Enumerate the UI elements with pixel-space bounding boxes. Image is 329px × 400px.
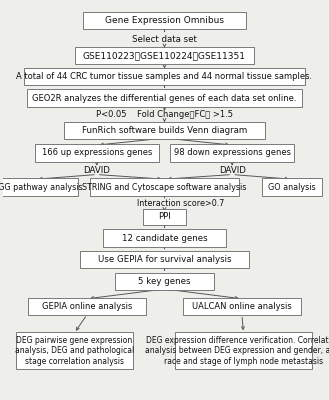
Text: DAVID: DAVID: [219, 166, 246, 175]
FancyBboxPatch shape: [80, 251, 249, 268]
Text: UALCAN online analysis: UALCAN online analysis: [192, 302, 292, 311]
Text: Use GEPIA for survival analysis: Use GEPIA for survival analysis: [98, 255, 231, 264]
FancyBboxPatch shape: [15, 332, 133, 369]
Text: GEO2R analyzes the differential genes of each data set online.: GEO2R analyzes the differential genes of…: [32, 94, 297, 102]
Text: 166 up expressions genes: 166 up expressions genes: [41, 148, 152, 158]
FancyBboxPatch shape: [143, 209, 186, 225]
FancyBboxPatch shape: [0, 178, 78, 196]
Text: DEG pairwise gene expression
analysis, DEG and pathological
stage correlation an: DEG pairwise gene expression analysis, D…: [14, 336, 134, 366]
FancyBboxPatch shape: [28, 298, 146, 315]
Text: FunRich software builds Venn diagram: FunRich software builds Venn diagram: [82, 126, 247, 135]
Text: Select data set: Select data set: [132, 35, 197, 44]
FancyBboxPatch shape: [64, 122, 265, 139]
FancyBboxPatch shape: [27, 90, 302, 107]
FancyBboxPatch shape: [170, 144, 294, 162]
FancyBboxPatch shape: [24, 68, 305, 85]
FancyBboxPatch shape: [175, 332, 312, 369]
Text: A total of 44 CRC tumor tissue samples and 44 normal tissue samples.: A total of 44 CRC tumor tissue samples a…: [16, 72, 313, 81]
Text: KEGG pathway analysis: KEGG pathway analysis: [0, 182, 83, 192]
Text: 98 down expressions genes: 98 down expressions genes: [174, 148, 291, 158]
Text: Gene Expression Omnibus: Gene Expression Omnibus: [105, 16, 224, 25]
Text: DAVID: DAVID: [83, 166, 110, 175]
FancyBboxPatch shape: [35, 144, 159, 162]
Text: PPI: PPI: [158, 212, 171, 221]
Text: GEPIA online analysis: GEPIA online analysis: [42, 302, 132, 311]
FancyBboxPatch shape: [183, 298, 301, 315]
Text: 12 candidate genes: 12 candidate genes: [122, 234, 207, 242]
Text: STRING and Cytoscape software analysis: STRING and Cytoscape software analysis: [82, 182, 247, 192]
FancyBboxPatch shape: [262, 178, 321, 196]
FancyBboxPatch shape: [75, 47, 254, 64]
FancyBboxPatch shape: [115, 272, 214, 290]
FancyBboxPatch shape: [83, 12, 246, 29]
Text: GO analysis: GO analysis: [268, 182, 316, 192]
Text: GSE110223，GSE110224，GSE11351: GSE110223，GSE110224，GSE11351: [83, 51, 246, 60]
FancyBboxPatch shape: [90, 178, 239, 196]
Text: P<0.05    Fold Change（FC） >1.5: P<0.05 Fold Change（FC） >1.5: [96, 110, 233, 119]
Text: 5 key genes: 5 key genes: [138, 277, 191, 286]
FancyBboxPatch shape: [103, 230, 226, 247]
Text: DEG expression difference verification. Correlation
analysis between DEG express: DEG expression difference verification. …: [145, 336, 329, 366]
Text: Interaction score>0.7: Interaction score>0.7: [137, 199, 224, 208]
